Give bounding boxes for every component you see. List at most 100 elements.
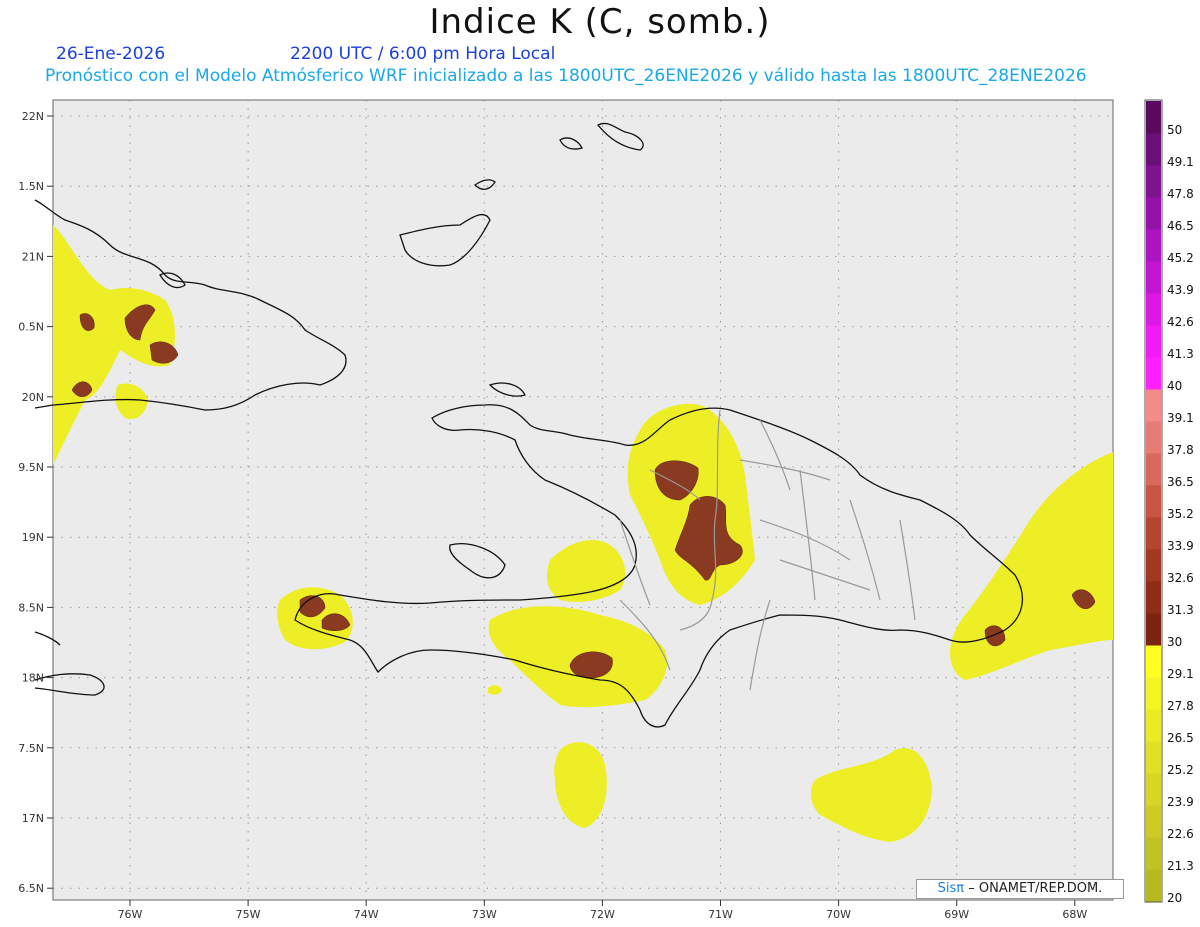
- lat-label-1: 1.5N: [18, 180, 44, 193]
- core-haiti-south: [569, 651, 613, 679]
- colorbar-label-6: 42.6: [1167, 315, 1194, 329]
- lat-label-0: 22N: [22, 110, 44, 123]
- core-east-1: [984, 625, 1006, 647]
- coast-bahamas-4: [596, 122, 644, 151]
- k-index-high-cores: [71, 304, 1096, 679]
- core-hisp-2: [674, 496, 743, 581]
- credit-org: – ONAMET/REP.DOM.: [968, 881, 1103, 896]
- shade-cuba-small: [115, 383, 148, 420]
- colorbar-label-19: 26.5: [1167, 731, 1194, 745]
- admin-borders: [619, 409, 916, 691]
- map-title: Indice K (C, somb.): [429, 2, 771, 42]
- colorbar-label-10: 37.8: [1167, 443, 1194, 457]
- border-haiti-dr: [679, 409, 721, 631]
- colorbar-label-16: 30: [1167, 635, 1182, 649]
- colorbar-swatch-22: [1146, 805, 1161, 838]
- core-cuba-1: [79, 313, 95, 331]
- longitude-labels: 76W 75W 74W 73W 72W 71W 70W 69W 68W: [118, 908, 1088, 921]
- shade-sea-dot: [488, 685, 502, 695]
- coast-hispaniola: [294, 404, 1024, 728]
- coast-tortuga: [488, 382, 526, 397]
- coastlines: [34, 122, 1024, 728]
- colorbar-swatch-3: [1146, 197, 1161, 230]
- colorbar-label-4: 45.2: [1167, 251, 1194, 265]
- lat-label-6: 19N: [22, 531, 44, 544]
- colorbar-label-12: 35.2: [1167, 507, 1194, 521]
- lat-label-7: 8.5N: [18, 601, 44, 614]
- core-tiburon-2: [321, 613, 351, 631]
- coast-bahamas-1: [399, 213, 491, 267]
- colorbar-swatch-7: [1146, 325, 1161, 358]
- shade-sea-south: [554, 742, 607, 828]
- coast-cuba-cays: [159, 272, 186, 289]
- colorbar-swatch-9: [1146, 389, 1161, 422]
- lon-label-4: 72W: [590, 908, 615, 921]
- date-label: 26-Ene-2026: [56, 44, 166, 64]
- colorbar-label-13: 33.9: [1167, 539, 1194, 553]
- colorbar-frame: [1144, 99, 1163, 903]
- colorbar-label-11: 36.5: [1167, 475, 1194, 489]
- colorbar-label-1: 49.1: [1167, 155, 1194, 169]
- shade-haiti-west: [547, 540, 626, 602]
- colorbar-label-5: 43.9: [1167, 283, 1194, 297]
- lon-label-7: 69W: [944, 908, 969, 921]
- lat-label-8: 18N: [22, 672, 44, 685]
- lat-label-2: 21N: [22, 250, 44, 263]
- colorbar-swatch-10: [1146, 421, 1161, 454]
- credit-box: Sisπ – ONAMET/REP.DOM.: [916, 879, 1124, 899]
- lat-label-9: 7.5N: [18, 742, 44, 755]
- colorbar-label-22: 22.6: [1167, 827, 1194, 841]
- coast-jamaica: [34, 673, 105, 696]
- lat-label-5: 9.5N: [18, 461, 44, 474]
- lat-label-10: 17N: [22, 812, 44, 825]
- shade-east-coast: [950, 452, 1113, 680]
- colorbar-swatch-20: [1146, 741, 1161, 774]
- colorbar-swatch-11: [1146, 453, 1161, 486]
- forecast-description: Pronóstico con el Modelo Atmósferico WRF…: [45, 66, 1087, 86]
- shade-tiburon: [277, 587, 353, 650]
- colorbar-label-14: 32.6: [1167, 571, 1194, 585]
- coast-bahamas-3: [559, 137, 583, 150]
- colorbar-swatch-19: [1146, 709, 1161, 742]
- colorbar-swatch-6: [1146, 293, 1161, 326]
- colorbar-swatch-18: [1146, 677, 1161, 710]
- latitude-labels: 22N 1.5N 21N 0.5N 20N 9.5N 19N 8.5N 18N 7.5N 17N 6.…: [18, 110, 44, 895]
- core-cuba-4: [71, 381, 93, 397]
- lat-label-4: 20N: [22, 391, 44, 404]
- colorbar-label-2: 47.8: [1167, 187, 1194, 201]
- colorbar-swatch-4: [1146, 229, 1161, 262]
- lon-label-5: 71W: [708, 908, 733, 921]
- colorbar-label-9: 39.1: [1167, 411, 1194, 425]
- core-cuba-3: [149, 341, 179, 364]
- lon-label-8: 68W: [1062, 908, 1087, 921]
- colorbar-label-24: 20: [1167, 891, 1182, 905]
- colorbar-label-8: 40: [1167, 379, 1182, 393]
- colorbar-swatch-16: [1146, 613, 1161, 646]
- colorbar-swatch-12: [1146, 485, 1161, 518]
- colorbar-label-23: 21.3: [1167, 859, 1194, 873]
- lon-label-6: 70W: [826, 908, 851, 921]
- colorbar-label-15: 31.3: [1167, 603, 1194, 617]
- colorbar-label-18: 27.8: [1167, 699, 1194, 713]
- lat-label-11: 6.5N: [18, 882, 44, 895]
- lon-label-0: 76W: [118, 908, 143, 921]
- colorbar-label-0: 50: [1167, 123, 1182, 137]
- time-label: 2200 UTC / 6:00 pm Hora Local: [290, 44, 556, 64]
- colorbar-swatch-14: [1146, 549, 1161, 582]
- shade-sea-southeast: [810, 748, 932, 842]
- border-haiti-depts: [619, 469, 701, 671]
- coast-gonave: [449, 543, 506, 579]
- colorbar: 50 49.1 47.8 46.5 45.2 43.9 42.6 41.3 40 39.1 37.8…: [1144, 99, 1194, 905]
- colorbar-swatch-17: [1146, 645, 1161, 678]
- colorbar-swatch-8: [1146, 357, 1161, 390]
- lat-label-3: 0.5N: [18, 321, 44, 334]
- coast-cuba: [34, 199, 347, 411]
- coast-cuba-west: [34, 631, 61, 646]
- colorbar-swatch-23: [1146, 837, 1161, 870]
- colorbar-swatch-13: [1146, 517, 1161, 550]
- core-tiburon-1: [299, 595, 326, 618]
- colorbar-label-21: 23.9: [1167, 795, 1194, 809]
- colorbar-swatch-15: [1146, 581, 1161, 614]
- credit-brand: Sisπ: [937, 881, 965, 896]
